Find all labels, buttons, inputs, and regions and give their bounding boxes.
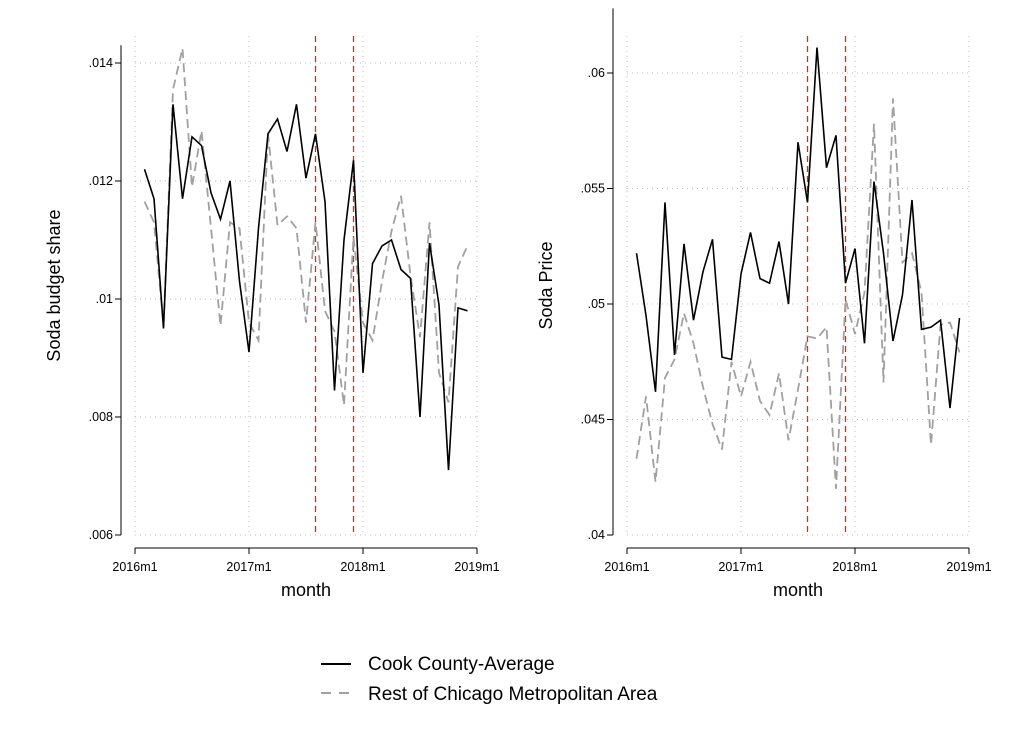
y-axis-title: Soda Price [536,241,556,329]
x-tick-label: 2016m1 [112,560,157,574]
y-tick-label: .04 [588,528,605,542]
x-tick-label: 2019m1 [946,560,991,574]
rest-of-chicago-series-line [143,48,469,406]
y-tick-label: .06 [588,66,605,80]
y-tick-label: .006 [89,528,113,542]
legend-cook-label: Cook County-Average [368,654,555,675]
y-tick-label: .045 [581,413,605,427]
legend: Cook County-Average Rest of Chicago Metr… [321,654,658,705]
x-axis-title: month [773,580,823,600]
y-tick-label: .008 [89,410,113,424]
cook-county-series-line [635,47,961,409]
y-axis-title: Soda budget share [44,209,64,361]
x-tick-label: 2019m1 [454,560,499,574]
y-tick-label: .05 [588,297,605,311]
soda-price-panel: .04 .045 .05 .055 .06 2016m1 2017m1 2018m1 2019m… [536,8,992,600]
x-tick-label: 2017m1 [718,560,763,574]
x-tick-label: 2018m1 [832,560,877,574]
y-tick-label: .055 [581,182,605,196]
y-tick-label: .012 [89,174,113,188]
cook-county-series-line [143,104,468,471]
budget-share-panel: .006 .008 .01 .012 .014 2016m1 2017m1 2018m1 201… [44,36,500,600]
x-tick-label: 2017m1 [226,560,271,574]
x-tick-label: 2018m1 [340,560,385,574]
y-tick-label: .01 [96,292,113,306]
x-tick-label: 2016m1 [604,560,649,574]
rest-of-chicago-series-line [635,98,961,489]
legend-rest-label: Rest of Chicago Metropolitan Area [368,684,658,705]
x-axis-title: month [281,580,331,600]
y-tick-label: .014 [89,56,113,70]
